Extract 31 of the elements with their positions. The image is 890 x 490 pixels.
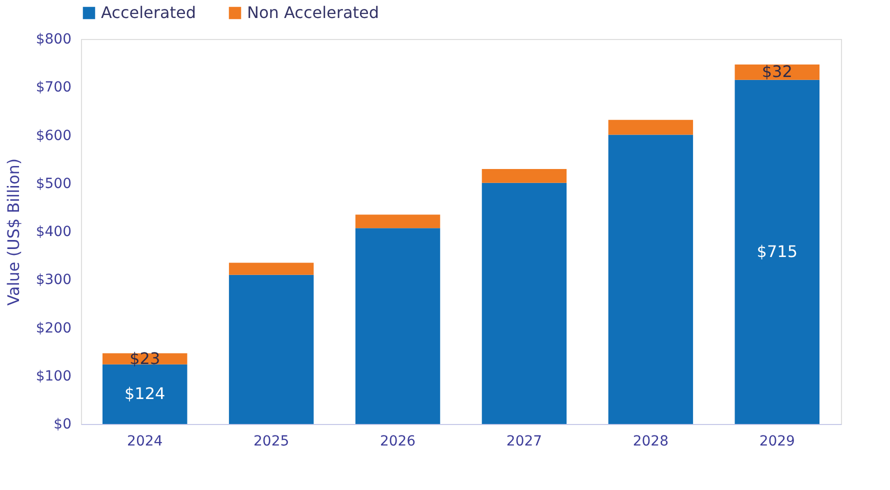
bar: [355, 214, 440, 228]
x-tick-label: 2024: [127, 434, 163, 450]
bar: [228, 262, 314, 275]
data-label: $715: [756, 242, 798, 261]
y-tick-label: $800: [36, 32, 72, 48]
data-label: $32: [762, 62, 792, 82]
y-tick-label: $300: [36, 272, 72, 288]
y-tick-label: $0: [54, 416, 72, 432]
y-tick-label: $200: [36, 320, 72, 336]
x-tick-label: 2025: [253, 434, 290, 450]
legend-label: Accelerated: [101, 3, 196, 22]
y-tick-label: $100: [36, 368, 72, 384]
bar: [228, 274, 314, 424]
y-axis-title: Value (US$ Billion): [4, 158, 23, 306]
y-tick-label: $600: [36, 128, 72, 144]
x-tick-label: 2026: [380, 434, 416, 450]
bar: [355, 228, 440, 424]
bar: [608, 134, 694, 424]
x-tick-label: 2029: [759, 434, 795, 450]
bar: [482, 168, 567, 183]
bar: [482, 182, 567, 424]
y-tick-label: $500: [36, 176, 72, 192]
legend-label: Non Accelerated: [247, 3, 380, 22]
data-label: $23: [130, 348, 160, 368]
data-label: $124: [124, 384, 166, 404]
x-tick-label: 2028: [632, 434, 669, 450]
y-tick-label: $700: [36, 80, 72, 96]
bar: [734, 80, 820, 424]
x-tick-label: 2027: [506, 434, 542, 450]
y-tick-label: $400: [36, 224, 72, 240]
bar: [608, 120, 694, 135]
